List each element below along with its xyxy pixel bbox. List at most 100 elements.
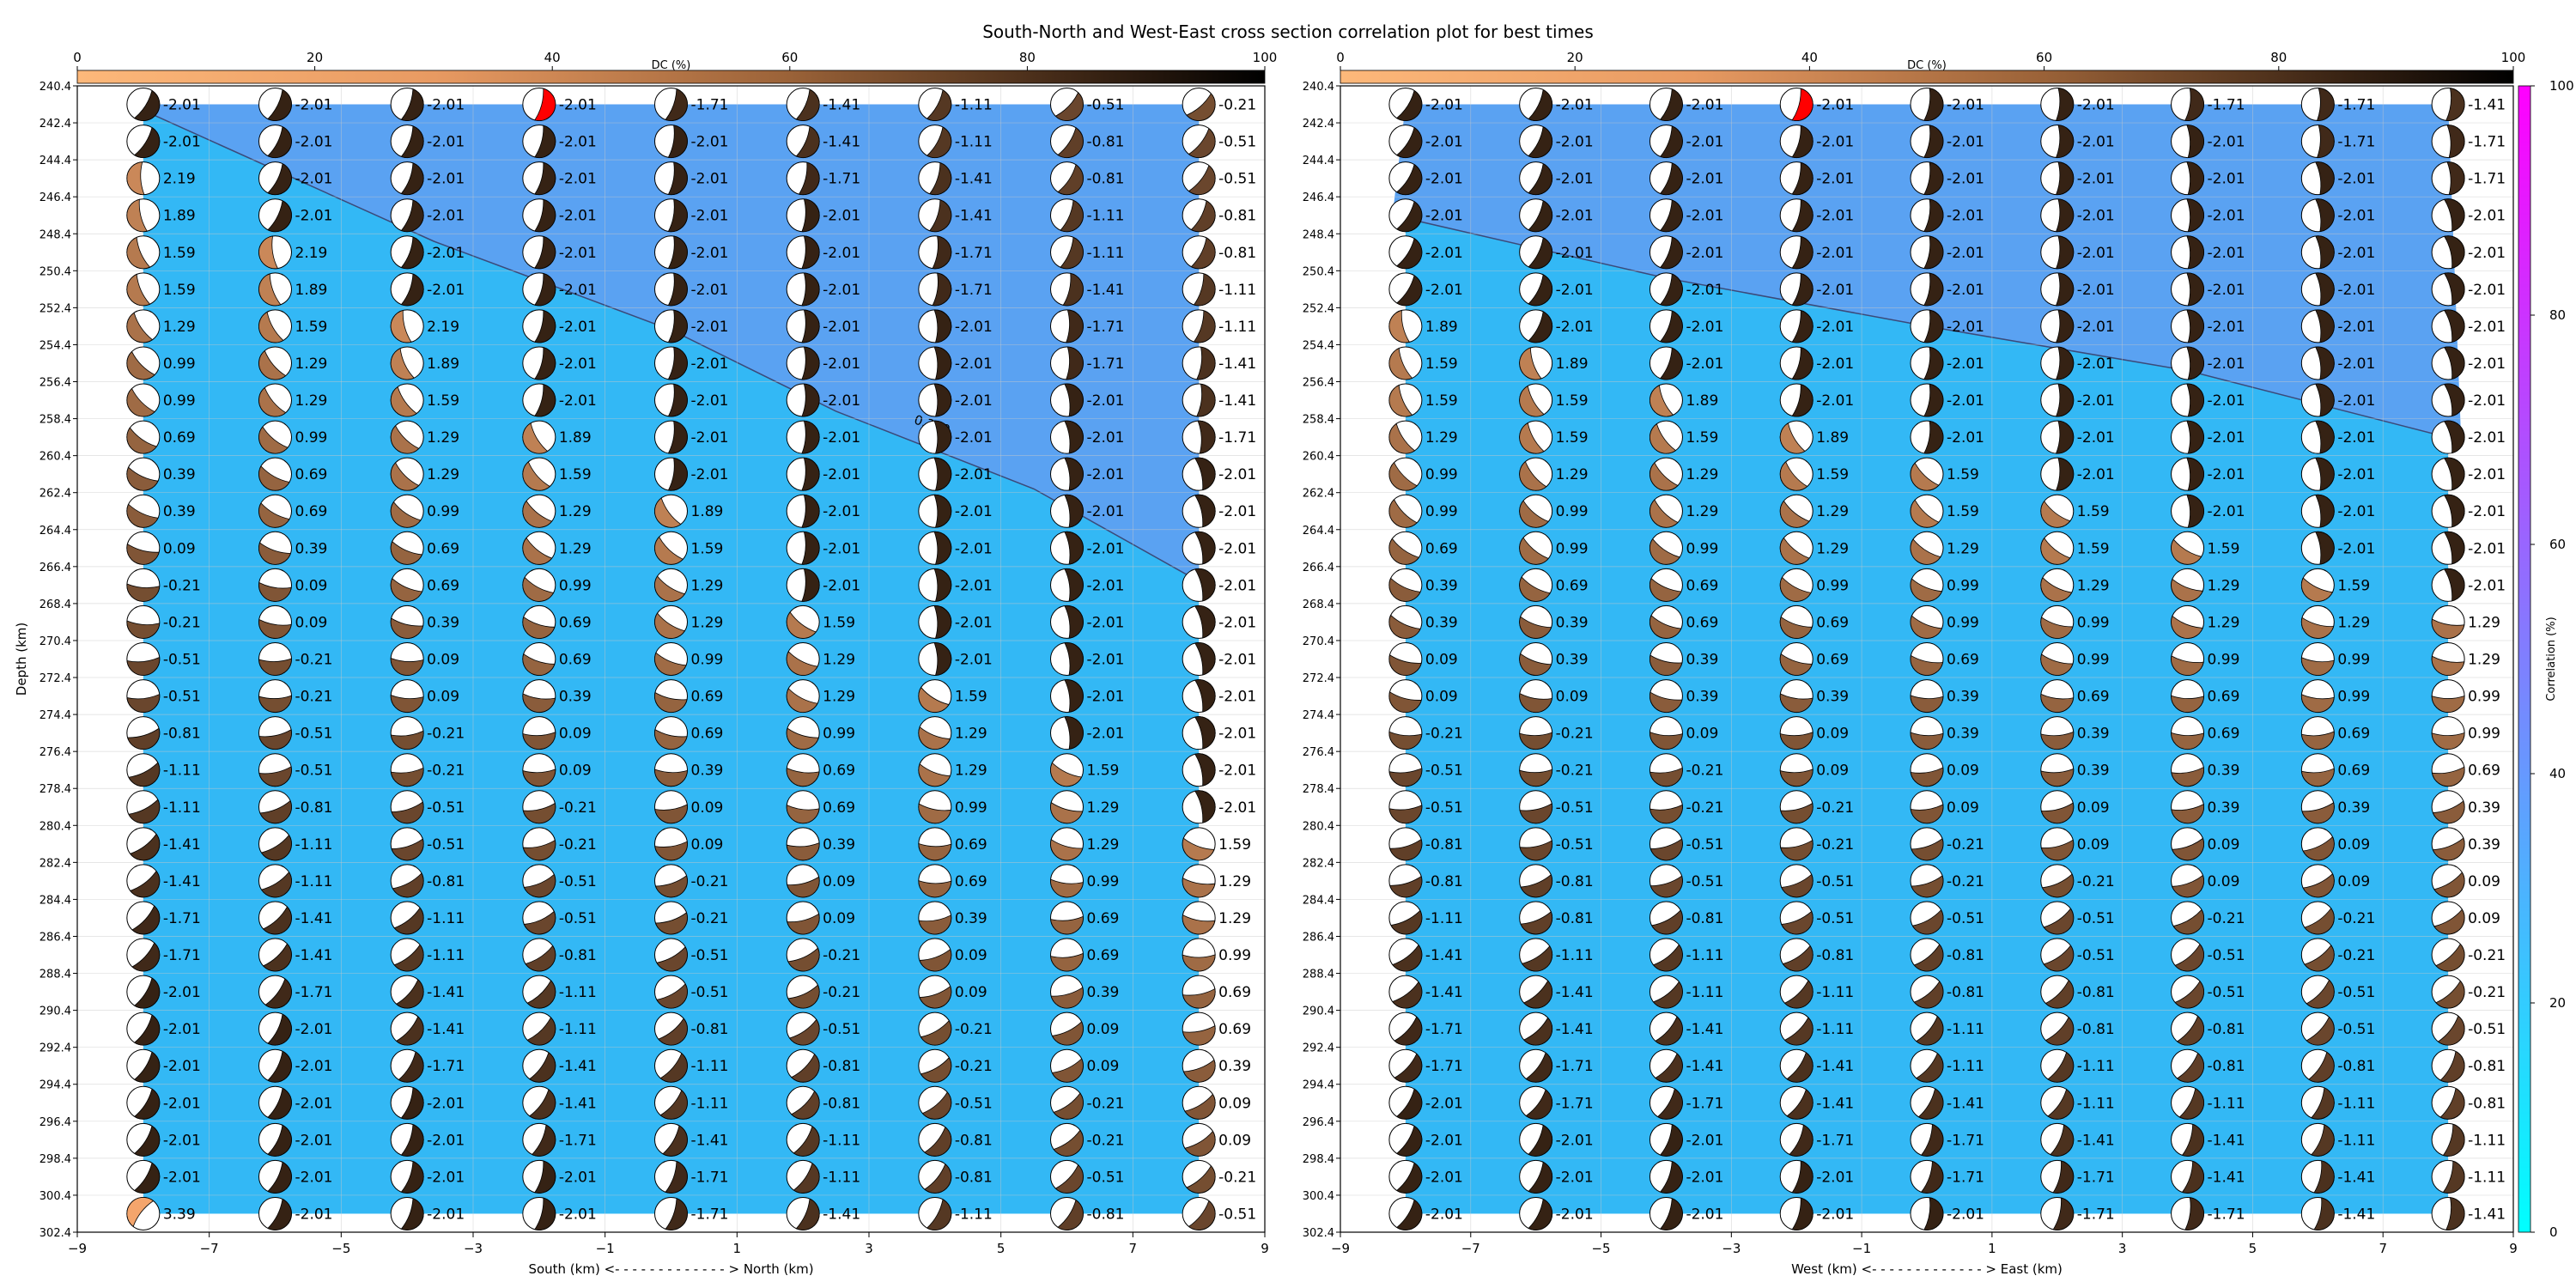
beachball-value: 1.59 xyxy=(1947,503,1979,520)
beachball: -2.01 xyxy=(2040,272,2115,307)
beachball: -2.01 xyxy=(786,457,860,491)
beachball-compressional xyxy=(1649,838,1683,860)
beachball-compressional xyxy=(258,386,287,417)
beachball-value: -0.51 xyxy=(1218,171,1256,188)
beachball-compressional xyxy=(390,386,417,417)
beachball-value: -2.01 xyxy=(2208,429,2245,447)
beachball-compressional xyxy=(2178,1088,2204,1120)
beachball-value: 1.29 xyxy=(1686,466,1718,483)
beachball: -2.01 xyxy=(1388,88,1463,122)
beachball-compressional xyxy=(1649,462,1679,491)
beachball: -2.01 xyxy=(786,531,860,565)
beachball-value: -1.41 xyxy=(955,171,993,188)
corr-tick-label: 60 xyxy=(2549,537,2566,552)
beachball-compressional xyxy=(1917,1088,1944,1120)
beachball-value: -2.01 xyxy=(1816,319,1854,336)
beachball-compressional xyxy=(395,1016,424,1046)
beachball-compressional xyxy=(2431,695,2465,713)
dc-tick-label: 40 xyxy=(1801,50,1818,65)
beachball-compressional xyxy=(262,943,292,972)
beachball-compressional xyxy=(2181,1123,2204,1157)
beachball-value: -0.81 xyxy=(1087,1206,1125,1223)
beachball: -2.01 xyxy=(2171,309,2245,343)
beachball: -1.71 xyxy=(1519,1048,1594,1083)
beachball: -1.71 xyxy=(390,1048,465,1083)
beachball-compressional xyxy=(130,833,161,861)
beachball-value: -2.01 xyxy=(295,208,333,225)
beachball: -2.01 xyxy=(918,457,993,491)
beachball-compressional xyxy=(522,500,553,528)
x-tick-label: −5 xyxy=(331,1241,350,1256)
beachball: -2.01 xyxy=(1779,198,1854,233)
beachball-compressional xyxy=(1050,915,1084,935)
beachball: -0.21 xyxy=(918,1012,993,1046)
beachball-value: -2.01 xyxy=(295,1132,333,1149)
beachball: -2.01 xyxy=(1779,235,1854,270)
beachball: 0.99 xyxy=(1649,531,1718,565)
beachball: -2.01 xyxy=(1910,198,1984,233)
beachball: -2.01 xyxy=(1910,1196,1984,1230)
beachball: -2.01 xyxy=(2040,88,2115,122)
beachball-value: 0.39 xyxy=(1947,689,1979,706)
beachball-value: -0.51 xyxy=(163,689,201,706)
beachball: -2.01 xyxy=(1050,531,1125,565)
beachball-compressional xyxy=(1525,1052,1553,1083)
beachball-value: -0.81 xyxy=(1947,984,1984,1001)
beachball: -1.11 xyxy=(2300,1122,2375,1157)
beachball-compressional xyxy=(1779,537,1810,565)
beachball-value: -2.01 xyxy=(427,1169,465,1186)
beachball-compressional xyxy=(2052,1160,2075,1194)
beachball-value: 0.69 xyxy=(1218,984,1251,1001)
beachball-value: -0.21 xyxy=(1218,97,1256,114)
beachball: 1.59 xyxy=(2300,568,2370,602)
beachball: -2.01 xyxy=(2431,198,2506,233)
beachball-value: -2.01 xyxy=(1218,689,1256,706)
beachball-value: -2.01 xyxy=(2077,282,2115,299)
beachball: -2.01 xyxy=(2300,494,2375,528)
y-tick-label: 264.4 xyxy=(1303,525,1334,538)
beachball: -2.01 xyxy=(2040,420,2115,454)
beachball: -2.01 xyxy=(258,1122,333,1157)
beachball-value: 1.59 xyxy=(163,245,196,262)
beachball: 0.69 xyxy=(1649,605,1718,639)
beachball-value: 1.29 xyxy=(1218,910,1251,927)
beachball-value: -2.01 xyxy=(1686,1132,1723,1149)
beachball-compressional xyxy=(258,695,292,713)
beachball-compressional xyxy=(126,466,159,491)
beachball: -2.01 xyxy=(1519,1196,1594,1230)
beachball-value: -2.01 xyxy=(1947,208,1984,225)
beachball: -1.41 xyxy=(1182,383,1256,417)
y-tick-label: 298.4 xyxy=(39,1153,71,1166)
beachball-compressional xyxy=(2444,198,2465,232)
beachball-value: -2.01 xyxy=(691,134,729,151)
beachball: -2.01 xyxy=(1910,272,1984,307)
beachball-compressional xyxy=(2444,568,2465,602)
beachball-compressional xyxy=(133,1014,160,1046)
beachball: -2.01 xyxy=(2171,383,2245,417)
beachball-value: -0.81 xyxy=(1947,947,1984,964)
beachball-value: -0.21 xyxy=(955,1058,993,1075)
beachball-value: -0.21 xyxy=(1686,762,1723,780)
beachball: -0.81 xyxy=(1388,827,1463,861)
beachball: 0.09 xyxy=(786,864,855,898)
beachball: -0.21 xyxy=(126,605,201,639)
beachball-value: -2.01 xyxy=(163,1021,201,1038)
beachball: -1.41 xyxy=(522,1085,597,1120)
beachball-value: -1.41 xyxy=(163,873,201,890)
beachball-compressional xyxy=(1184,1093,1216,1120)
beachball-compressional xyxy=(400,199,424,233)
beachball-value: 1.59 xyxy=(955,689,987,706)
beachball-value: -2.01 xyxy=(2337,208,2375,225)
beachball-compressional xyxy=(795,125,820,158)
beachball-value: 1.89 xyxy=(1556,355,1589,373)
beachball-value: -2.01 xyxy=(2468,245,2506,262)
beachball-value: -2.01 xyxy=(1556,97,1594,114)
beachball-value: 0.09 xyxy=(691,799,724,817)
beachball-value: 0.09 xyxy=(2468,910,2500,927)
beachball: -2.01 xyxy=(390,125,465,159)
beachball-compressional xyxy=(1519,732,1553,750)
beachball-value: -2.01 xyxy=(2468,429,2506,447)
beachball: -0.51 xyxy=(1182,1196,1256,1230)
beachball-compressional xyxy=(1779,500,1810,528)
beachball-value: -2.01 xyxy=(1686,355,1723,373)
